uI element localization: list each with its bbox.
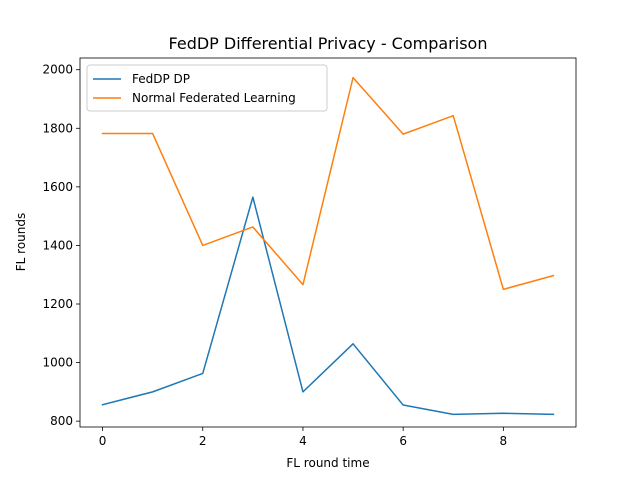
y-tick-label: 2000 <box>42 63 73 77</box>
y-tick-label: 1400 <box>42 238 73 252</box>
y-tick-label: 1800 <box>42 121 73 135</box>
y-tick-label: 800 <box>50 414 73 428</box>
legend-box <box>86 64 328 112</box>
plot-area <box>101 76 555 416</box>
x-tick-label: 2 <box>199 434 207 448</box>
axes: 0 2 4 6 8 800 1000 1200 1400 1600 1800 2000 <box>42 57 577 448</box>
y-tick-label: 1200 <box>42 297 73 311</box>
x-tick-label: 8 <box>500 434 508 448</box>
legend-label-2: Normal Federated Learning <box>132 91 296 105</box>
y-tick-label: 1600 <box>42 180 73 194</box>
x-tick-label: 6 <box>399 434 407 448</box>
x-axis-label: FL round time <box>286 456 369 470</box>
x-tick-label: 0 <box>99 434 107 448</box>
axes-frame <box>79 57 577 428</box>
series-line-2 <box>101 76 555 291</box>
y-axis-label: FL rounds <box>14 213 28 272</box>
x-tick-label: 4 <box>299 434 307 448</box>
legend: FedDP DP Normal Federated Learning <box>86 64 328 112</box>
y-tick-label: 1000 <box>42 356 73 370</box>
chart-title: FedDP Differential Privacy - Comparison <box>169 34 488 53</box>
series-line-1 <box>101 196 555 416</box>
legend-label-1: FedDP DP <box>132 72 190 86</box>
